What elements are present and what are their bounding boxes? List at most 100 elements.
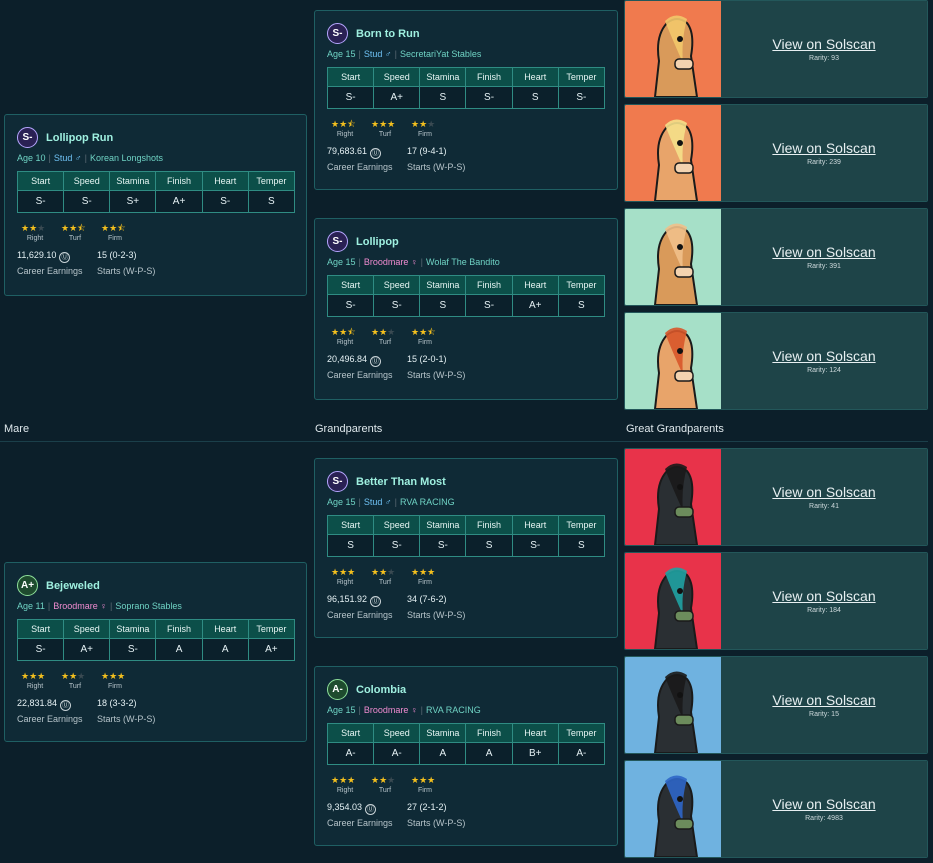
stats-table: Start Speed Stamina Finish Heart Temper S- S- S S…	[326, 275, 606, 317]
stat-header: Heart	[201, 171, 249, 191]
career-earnings-label: Career Earnings	[327, 370, 393, 380]
career-earnings-value: 22,831.84	[17, 698, 58, 708]
star-rating-icon: ★★★	[411, 119, 436, 129]
rarity-label: Rarity: 239	[807, 159, 841, 166]
horse-card-better-than-most[interactable]: S- Better Than Most Age 15 | Stud ♂ | RVA RA…	[314, 458, 618, 638]
section-label-great-grandparents: Great Grandparents	[626, 423, 724, 435]
stat-value: A+	[63, 638, 111, 661]
stable-name[interactable]: RVA RACING	[400, 497, 455, 507]
stat-header: Stamina	[419, 275, 467, 295]
horse-name[interactable]: Lollipop	[356, 235, 399, 248]
female-icon: ♀	[410, 705, 418, 715]
section-label-mare: Mare	[4, 423, 30, 435]
view-on-solscan-link[interactable]: View on Solscan	[772, 692, 876, 708]
horse-name[interactable]: Bejeweled	[46, 579, 100, 592]
horse-name[interactable]: Colombia	[356, 683, 407, 696]
male-icon: ♂	[74, 153, 82, 163]
stat-value: A	[465, 742, 513, 765]
stat-header: Start	[326, 515, 375, 535]
stat-value: A-	[373, 742, 421, 765]
stat-value: A+	[247, 638, 296, 661]
stat-header: Heart	[511, 67, 559, 87]
stat-header: Speed	[63, 171, 111, 191]
view-on-solscan-link[interactable]: View on Solscan	[772, 796, 876, 812]
stat-value: S	[419, 86, 467, 109]
stat-header: Speed	[373, 275, 421, 295]
rarity-label: Rarity: 184	[807, 607, 841, 614]
starts-label: Starts (W-P-S)	[97, 266, 156, 276]
surface-ratings: ★★★ Right ★★★ Turf ★★★ Firm	[331, 775, 451, 794]
female-icon: ♀	[410, 257, 418, 267]
stat-value: S-	[16, 190, 65, 213]
stat-header: Temper	[247, 171, 296, 191]
stat-header: Speed	[373, 67, 421, 87]
horse-portrait	[625, 313, 721, 409]
horse-portrait	[625, 761, 721, 857]
horse-card-lollipop[interactable]: S- Lollipop Age 15 | Broodmare ♀ | Wolaf The…	[314, 218, 618, 400]
stable-name[interactable]: Wolaf The Bandito	[426, 257, 500, 267]
ancestor-nft-card: View on Solscan Rarity: 239	[624, 104, 928, 202]
ancestor-nft-card: View on Solscan Rarity: 93	[624, 0, 928, 98]
surface-rating: ★★★ Turf	[371, 119, 411, 138]
star-rating-icon: ★★⯪	[61, 223, 86, 233]
horse-card-lollipop-run[interactable]: S- Lollipop Run Age 10 | Stud ♂ | Korean Lon…	[4, 114, 307, 296]
earnings-block: 79,683.61 Ⓤ 17 (9-4-1) Career Earnings Star…	[327, 146, 465, 172]
surface-label: Right	[336, 339, 354, 346]
stat-header: Finish	[465, 515, 513, 535]
rarity-label: Rarity: 4983	[805, 815, 843, 822]
horse-name[interactable]: Lollipop Run	[46, 131, 114, 144]
stat-value: S+	[109, 190, 157, 213]
surface-label: Right	[336, 787, 354, 794]
stable-name[interactable]: RVA RACING	[426, 705, 481, 715]
star-rating-icon: ★★★	[101, 671, 126, 681]
view-on-solscan-link[interactable]: View on Solscan	[772, 36, 876, 52]
stat-value: S-	[109, 638, 157, 661]
horse-card-born-to-run[interactable]: S- Born to Run Age 15 | Stud ♂ | SecretariYa…	[314, 10, 618, 190]
stat-value: S-	[63, 190, 111, 213]
surface-label: Firm	[418, 787, 432, 794]
coin-icon: Ⓤ	[59, 252, 71, 263]
male-icon: ♂	[384, 497, 392, 507]
starts-value: 17 (9-4-1)	[407, 146, 447, 156]
stat-header: Finish	[465, 275, 513, 295]
surface-ratings: ★★⯪ Right ★★★ Turf ★★★ Firm	[331, 119, 451, 138]
stable-name[interactable]: Soprano Stables	[115, 601, 182, 611]
surface-rating: ★★★ Firm	[411, 775, 451, 794]
horse-age: Age 15	[327, 257, 356, 267]
stats-table: Start Speed Stamina Finish Heart Temper S- S- S+…	[16, 171, 296, 213]
horse-name[interactable]: Born to Run	[356, 27, 420, 40]
view-on-solscan-link[interactable]: View on Solscan	[772, 244, 876, 260]
horse-card-colombia[interactable]: A- Colombia Age 15 | Broodmare ♀ | RVA RACIN…	[314, 666, 618, 846]
career-earnings-label: Career Earnings	[327, 610, 393, 620]
starts-label: Starts (W-P-S)	[407, 610, 466, 620]
stat-header: Stamina	[419, 515, 467, 535]
horse-sex: Stud ♂	[53, 153, 82, 163]
stat-value: S-	[465, 294, 513, 317]
horse-age: Age 11	[17, 601, 45, 611]
stat-value: S-	[373, 294, 421, 317]
horse-sex: Stud ♂	[363, 49, 392, 59]
earnings-block: 11,629.10 Ⓤ 15 (0-2-3) Career Earnings Star…	[17, 250, 155, 276]
view-on-solscan-link[interactable]: View on Solscan	[772, 484, 876, 500]
starts-value: 18 (3-3-2)	[97, 698, 137, 708]
view-on-solscan-link[interactable]: View on Solscan	[772, 140, 876, 156]
stable-name[interactable]: Korean Longshots	[90, 153, 164, 163]
stable-name[interactable]: SecretariYat Stables	[400, 49, 482, 59]
stat-value: S	[511, 86, 559, 109]
stat-header: Temper	[557, 515, 606, 535]
horse-portrait	[625, 105, 721, 201]
horse-card-bejeweled[interactable]: A+ Bejeweled Age 11 | Broodmare ♀ | Soprano …	[4, 562, 307, 742]
career-earnings-label: Career Earnings	[17, 266, 83, 276]
view-on-solscan-link[interactable]: View on Solscan	[772, 588, 876, 604]
stat-header: Finish	[155, 171, 203, 191]
stat-header: Speed	[373, 515, 421, 535]
view-on-solscan-link[interactable]: View on Solscan	[772, 348, 876, 364]
stat-value: S-	[557, 86, 606, 109]
stat-header: Stamina	[109, 619, 157, 639]
career-earnings-value: 79,683.61	[327, 146, 368, 156]
section-label-grandparents: Grandparents	[315, 423, 383, 435]
starts-label: Starts (W-P-S)	[407, 162, 466, 172]
stat-header: Start	[326, 275, 375, 295]
horse-portrait	[625, 1, 721, 97]
horse-name[interactable]: Better Than Most	[356, 475, 446, 488]
